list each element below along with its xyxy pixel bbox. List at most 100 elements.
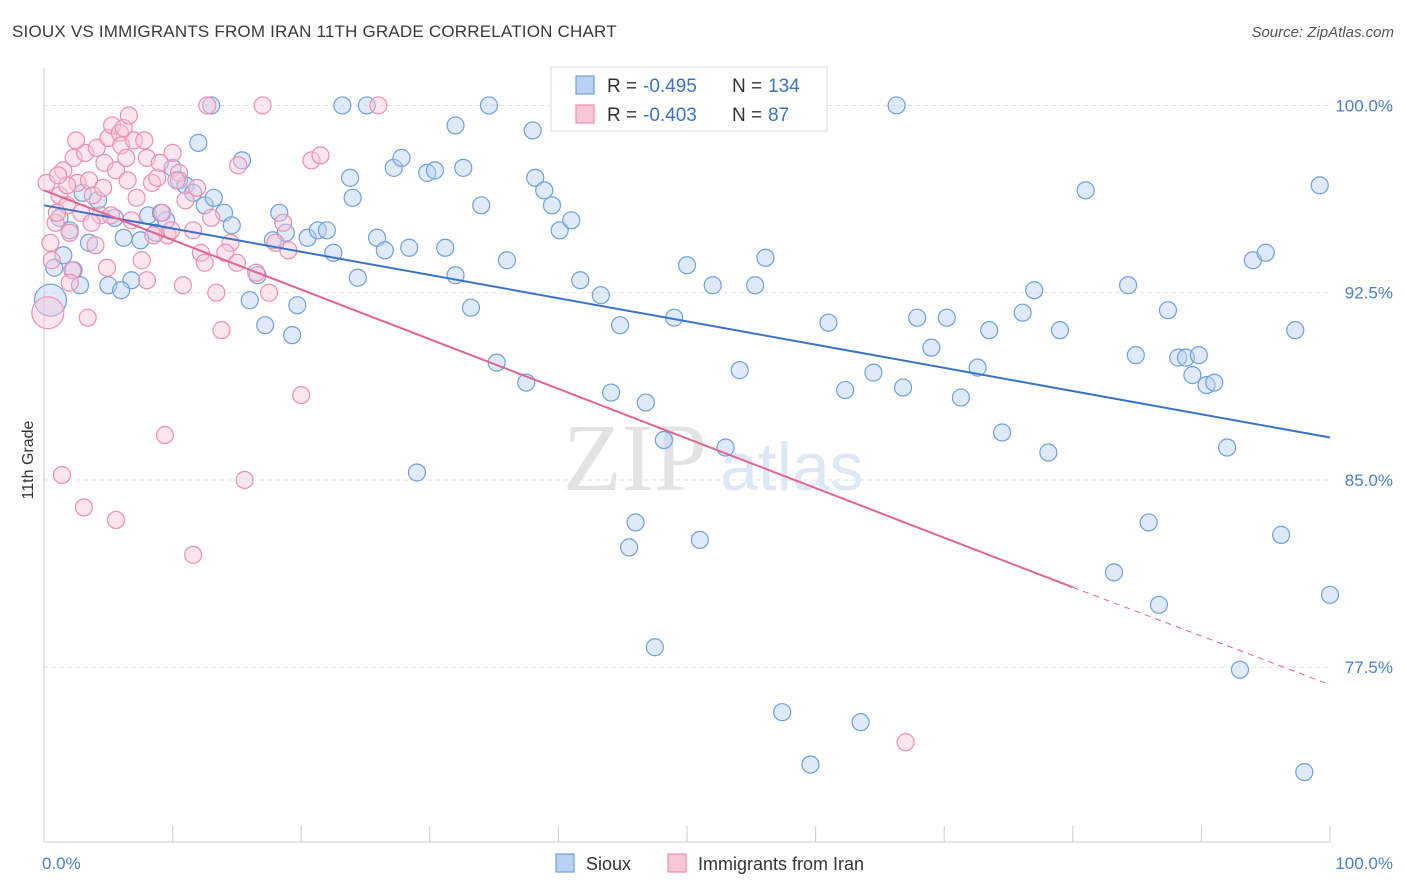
iran-point-76 [49, 166, 68, 185]
legend-swatch-1 [575, 104, 595, 124]
sioux-point-81 [746, 276, 765, 295]
sioux-point-34 [288, 296, 307, 315]
iran-point-49 [106, 510, 126, 530]
sioux-point-33 [283, 326, 302, 345]
y-tick-label-0: 100.0% [1335, 96, 1393, 115]
sioux-point-82 [756, 248, 775, 267]
iran-point-62 [78, 308, 97, 327]
sioux-point-119 [1256, 243, 1275, 262]
iran-point-64 [94, 178, 113, 197]
iran-point-53 [253, 96, 272, 115]
iran-point-48 [74, 498, 93, 517]
sioux-point-98 [992, 423, 1012, 442]
iran-point-77 [60, 273, 79, 292]
sioux-point-128 [343, 188, 362, 207]
sioux-point-1 [45, 258, 64, 277]
iran-point-6 [60, 223, 79, 242]
y-axis-title: 11th Grade [20, 420, 37, 499]
sioux-point-126 [202, 96, 221, 115]
iran-point-24 [132, 251, 151, 270]
sioux-point-0 [33, 283, 68, 317]
sioux-point-83 [773, 703, 792, 722]
iran-point-41 [259, 283, 279, 302]
sioux-point-46 [392, 148, 411, 167]
iran-point-21 [118, 171, 137, 190]
iran-point-59 [124, 131, 144, 150]
iran-trend-line [43, 189, 1074, 589]
chart-title: SIOUX VS IMMIGRANTS FROM IRAN 11TH GRADE… [12, 22, 617, 41]
iran-point-13 [87, 138, 106, 157]
x-tick-label-left: 0.0% [42, 854, 81, 873]
sioux-point-68 [602, 383, 621, 402]
iran-point-7 [64, 148, 83, 167]
sioux-point-116 [1218, 438, 1237, 457]
iran-point-70 [167, 171, 186, 190]
legend-r-value-0: -0.495 [643, 76, 697, 97]
iran-point-51 [184, 545, 203, 564]
iran-point-60 [41, 233, 60, 252]
iran-point-0 [31, 296, 65, 330]
sioux-point-113 [1189, 346, 1208, 365]
legend-n-value-0: 134 [768, 76, 800, 97]
x-tick-labels: 0.0% 100.0% [42, 854, 1393, 873]
sioux-point-29 [256, 316, 275, 335]
iran-point-61 [58, 176, 77, 195]
legend-swatch-0 [575, 75, 595, 95]
sioux-point-73 [645, 638, 664, 657]
x-tick-label-right: 100.0% [1335, 854, 1393, 873]
iran-point-11 [79, 171, 99, 190]
sioux-point-86 [819, 313, 838, 332]
y-tick-label-3: 77.5% [1345, 658, 1393, 677]
iran-point-54 [369, 96, 388, 115]
sioux-point-96 [968, 358, 987, 377]
gridlines [44, 104, 1330, 668]
iran-point-84 [195, 253, 214, 272]
sioux-point-76 [677, 256, 697, 275]
sioux-point-110 [1169, 348, 1188, 367]
sioux-point-64 [562, 211, 581, 230]
data-points [31, 96, 1340, 782]
iran-point-52 [198, 96, 217, 115]
iran-point-36 [212, 321, 231, 340]
iran-point-39 [235, 470, 254, 490]
sioux-point-94 [937, 308, 956, 327]
iran-point-47 [52, 465, 72, 485]
sioux-point-108 [1149, 595, 1169, 614]
bottom-legend-label-1: Immigrants from Iran [698, 854, 864, 874]
sioux-point-37 [317, 221, 337, 240]
sioux-point-44 [375, 241, 394, 260]
sioux-trend-line [43, 204, 1331, 439]
axes [43, 68, 1331, 843]
trend-lines [43, 189, 1331, 686]
sioux-point-67 [591, 286, 610, 305]
sioux-point-50 [425, 161, 445, 180]
sioux-point-109 [1158, 301, 1178, 320]
y-tick-labels: 100.0% 92.5% 85.0% 77.5% [1335, 96, 1393, 677]
sioux-point-71 [626, 513, 645, 532]
sioux-point-93 [922, 338, 941, 357]
sioux-point-40 [340, 168, 360, 187]
iran-point-80 [117, 148, 136, 167]
sioux-point-56 [479, 96, 499, 115]
sioux-point-78 [703, 276, 722, 295]
sioux-point-3 [54, 246, 73, 265]
legend-frame [550, 66, 828, 132]
sioux-point-58 [497, 251, 517, 270]
iran-point-38 [229, 156, 248, 175]
sioux-point-70 [620, 538, 639, 557]
sioux-point-63 [550, 221, 569, 240]
iran-point-44 [292, 385, 311, 405]
sioux-point-90 [887, 96, 906, 115]
sioux-point-103 [1076, 181, 1095, 200]
sioux-point-92 [908, 308, 927, 327]
sioux-point-35 [298, 228, 317, 247]
sioux-point-123 [1310, 176, 1329, 195]
sioux-point-124 [1320, 585, 1340, 604]
sioux-point-61 [535, 181, 554, 200]
bottom-legend-label-0: Sioux [586, 854, 631, 874]
iran-point-50 [155, 425, 174, 445]
sioux-point-54 [461, 298, 481, 317]
iran-point-28 [153, 203, 172, 222]
sioux-point-31 [270, 203, 289, 222]
sioux-point-122 [1295, 762, 1314, 782]
